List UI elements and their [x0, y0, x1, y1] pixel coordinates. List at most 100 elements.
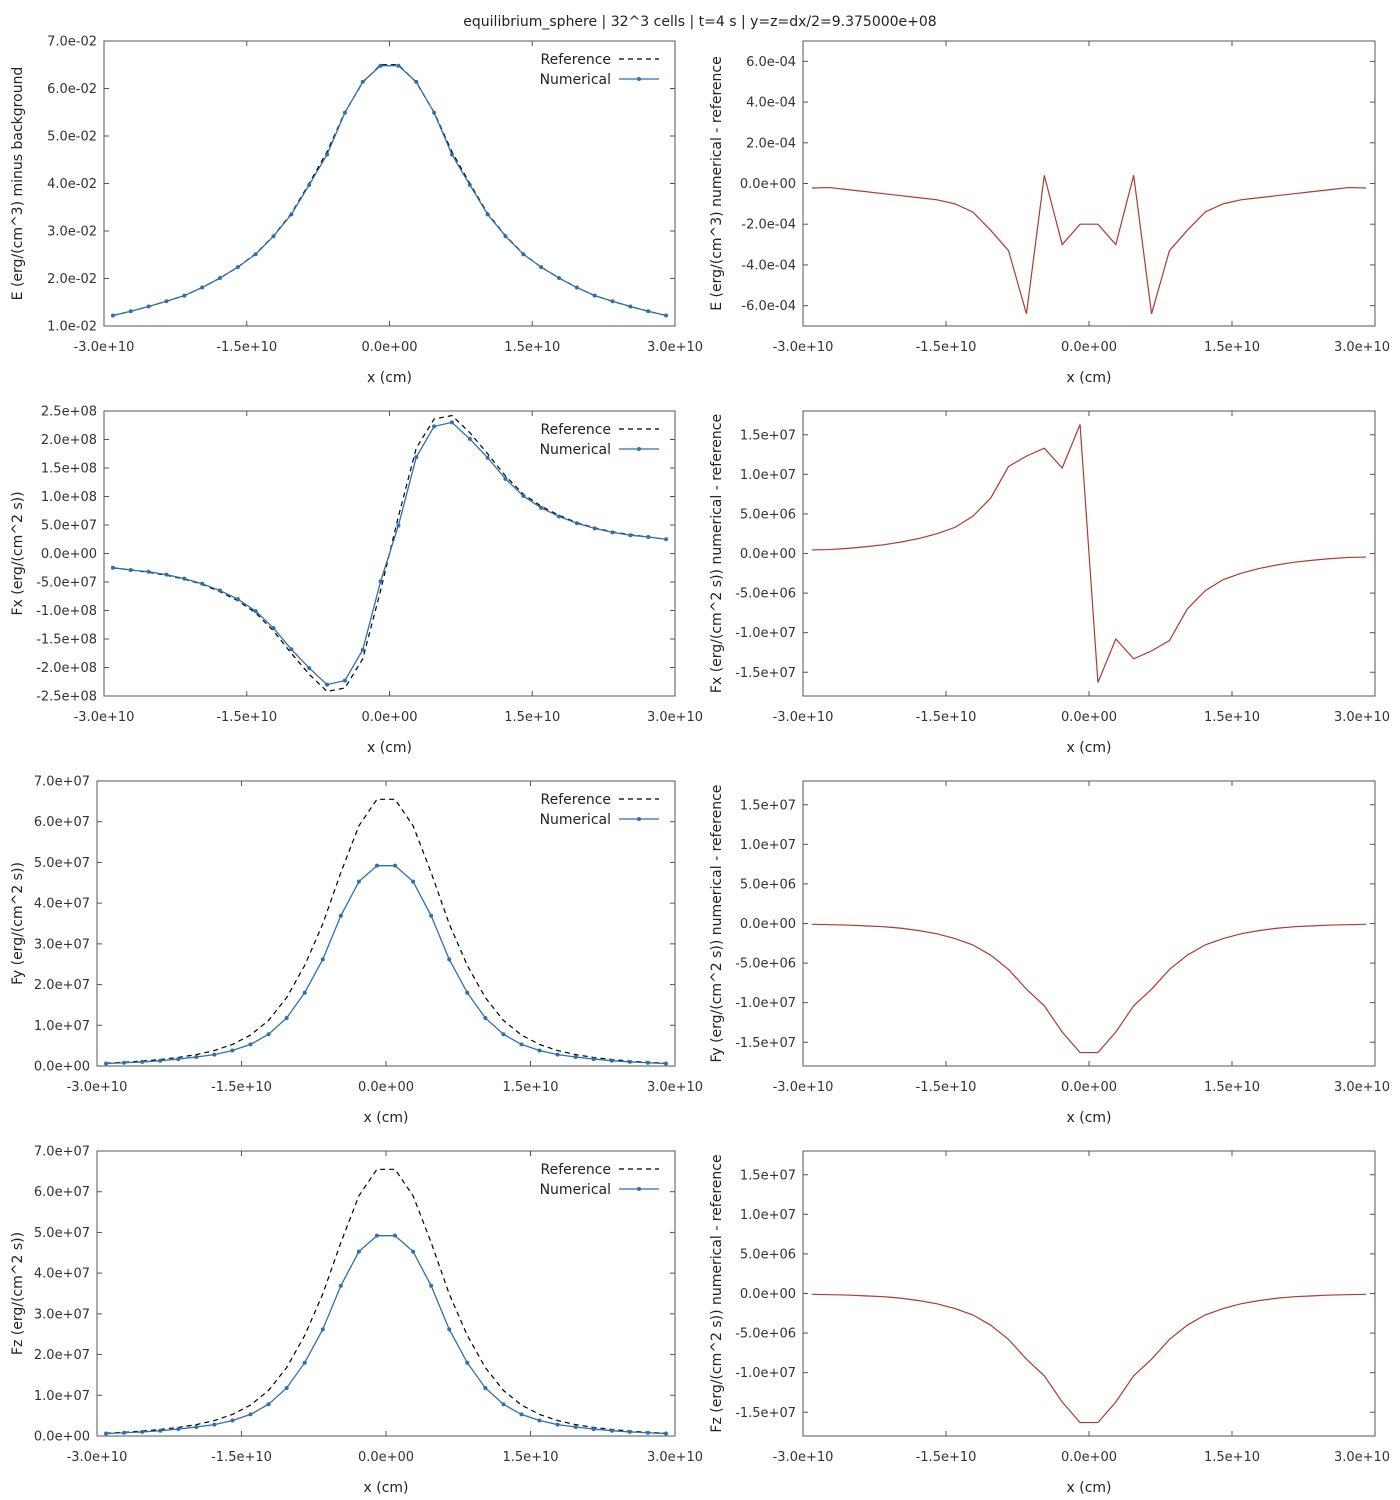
y-tick-label: 3.0e-02	[47, 225, 97, 240]
legend-label: Numerical	[540, 812, 611, 828]
plot-area	[811, 424, 1367, 683]
x-axis-label: x (cm)	[364, 1480, 409, 1496]
y-axis-label: Fy (erg/(cm^2 s))	[10, 862, 26, 985]
series-numerical-point	[610, 299, 615, 304]
legend-numerical-point	[637, 817, 641, 821]
plot-area	[104, 1168, 668, 1436]
series-numerical-point	[271, 626, 276, 631]
y-tick-label: -2.5e+08	[36, 690, 97, 705]
y-tick-label: 2.0e+07	[34, 978, 90, 993]
series-numerical-point	[429, 1283, 434, 1288]
y-tick-label: 4.0e-02	[47, 177, 97, 192]
series-numerical-point	[110, 313, 115, 318]
y-tick-label: 5.0e+07	[41, 519, 97, 534]
legend-label: Reference	[541, 1162, 612, 1178]
series-numerical-point	[627, 1429, 632, 1434]
series-numerical-point	[158, 1058, 163, 1063]
series-numerical-point	[411, 1249, 416, 1254]
panel-Fy-diff: -3.0e+10 -1.5e+10 0.0e+00 1.5e+10 3.0e+10 -1.…	[709, 780, 1390, 1126]
y-tick-label: -2.0e+08	[36, 661, 97, 676]
series-numerical-point	[557, 514, 562, 519]
series-numerical-point	[501, 1402, 506, 1407]
y-tick-label: 0.0e+00	[740, 177, 796, 192]
series-numerical-point	[128, 309, 133, 314]
series-numerical-point	[591, 1057, 596, 1062]
legend-numerical-point	[637, 447, 641, 451]
x-tick-label: 1.5e+10	[1204, 1450, 1260, 1465]
y-tick-label: 5.0e+07	[34, 856, 90, 871]
panel-Fz: -3.0e+10 -1.5e+10 0.0e+00 1.5e+10 3.0e+10 0.0…	[10, 1145, 703, 1497]
series-numerical-point	[230, 1418, 235, 1423]
series-numerical-point	[609, 1058, 614, 1063]
y-tick-label: 2.5e+08	[41, 405, 97, 420]
series-numerical-point	[396, 523, 401, 528]
series-numerical-point	[289, 212, 294, 217]
y-tick-label: 0.0e+00	[740, 1287, 796, 1302]
plot-area	[104, 798, 668, 1066]
series-difference-line	[811, 424, 1367, 683]
series-numerical-point	[447, 957, 452, 962]
series-numerical-point	[663, 1431, 668, 1436]
plot-frame	[802, 780, 1376, 1067]
y-tick-label: -1.0e+07	[735, 1366, 796, 1381]
series-numerical-point	[266, 1032, 271, 1037]
y-tick-label: 6.0e-02	[47, 82, 97, 97]
series-numerical-point	[253, 609, 258, 614]
series-numerical-point	[338, 913, 343, 918]
y-tick-label: 1.0e+07	[740, 468, 796, 483]
series-numerical-point	[393, 1233, 398, 1238]
legend-label: Numerical	[540, 1182, 611, 1198]
series-numerical-point	[574, 521, 579, 526]
plot-frame	[802, 40, 1376, 327]
x-tick-label: 1.5e+10	[1204, 710, 1260, 725]
y-axis-label: E (erg/(cm^3) numerical - reference	[709, 56, 725, 310]
series-numerical-point	[325, 682, 330, 687]
y-tick-label: -1.0e+07	[735, 626, 796, 641]
y-tick-label: 2.0e+07	[34, 1348, 90, 1363]
series-numerical-point	[537, 1418, 542, 1423]
y-tick-label: 7.0e+07	[34, 1145, 90, 1160]
y-tick-label: 5.0e-02	[47, 130, 97, 145]
series-numerical-point	[200, 581, 205, 586]
series-numerical-point	[320, 957, 325, 962]
series-numerical-point	[302, 990, 307, 995]
panel-E-diff: -3.0e+10 -1.5e+10 0.0e+00 1.5e+10 3.0e+10 -6.…	[709, 40, 1390, 386]
series-numerical-point	[378, 63, 383, 68]
x-tick-label: 0.0e+00	[1061, 1450, 1117, 1465]
x-tick-label: 1.5e+10	[502, 1450, 558, 1465]
series-numerical-point	[212, 1422, 217, 1427]
x-tick-label: -3.0e+10	[67, 1080, 128, 1095]
x-tick-label: 0.0e+00	[358, 1450, 414, 1465]
x-tick-label: 3.0e+10	[1334, 340, 1390, 355]
series-numerical-point	[591, 1427, 596, 1432]
x-tick-label: -3.0e+10	[74, 340, 135, 355]
series-numerical-line	[112, 421, 667, 686]
series-numerical-point	[501, 1032, 506, 1037]
series-numerical-point	[414, 79, 419, 84]
series-numerical-point	[537, 1048, 542, 1053]
y-tick-label: -5.0e+06	[735, 587, 796, 602]
x-tick-label: -3.0e+10	[773, 1080, 834, 1095]
series-numerical-point	[164, 299, 169, 304]
series-numerical-point	[449, 152, 454, 157]
series-numerical-point	[140, 1429, 145, 1434]
legend-label: Reference	[541, 52, 612, 68]
x-tick-label: 3.0e+10	[647, 710, 703, 725]
series-numerical-point	[555, 1422, 560, 1427]
series-reference-line	[106, 1168, 666, 1434]
plot-area	[110, 414, 669, 693]
x-tick-label: 0.0e+00	[361, 710, 417, 725]
series-numerical-point	[360, 79, 365, 84]
y-tick-label: -2.0e-04	[741, 218, 796, 233]
series-numerical-point	[467, 182, 472, 187]
y-tick-label: 0.0e+00	[34, 1430, 90, 1445]
series-numerical-point	[338, 1283, 343, 1288]
x-tick-label: -1.5e+10	[916, 1080, 977, 1095]
legend-numerical-point	[637, 77, 641, 81]
y-axis-label: Fz (erg/(cm^2 s)) numerical - reference	[709, 1154, 725, 1432]
x-tick-label: 3.0e+10	[1334, 1450, 1390, 1465]
x-tick-label: 3.0e+10	[1334, 1080, 1390, 1095]
series-numerical-point	[432, 424, 437, 429]
y-tick-label: 3.0e+07	[34, 1307, 90, 1322]
x-tick-label: -1.5e+10	[916, 340, 977, 355]
